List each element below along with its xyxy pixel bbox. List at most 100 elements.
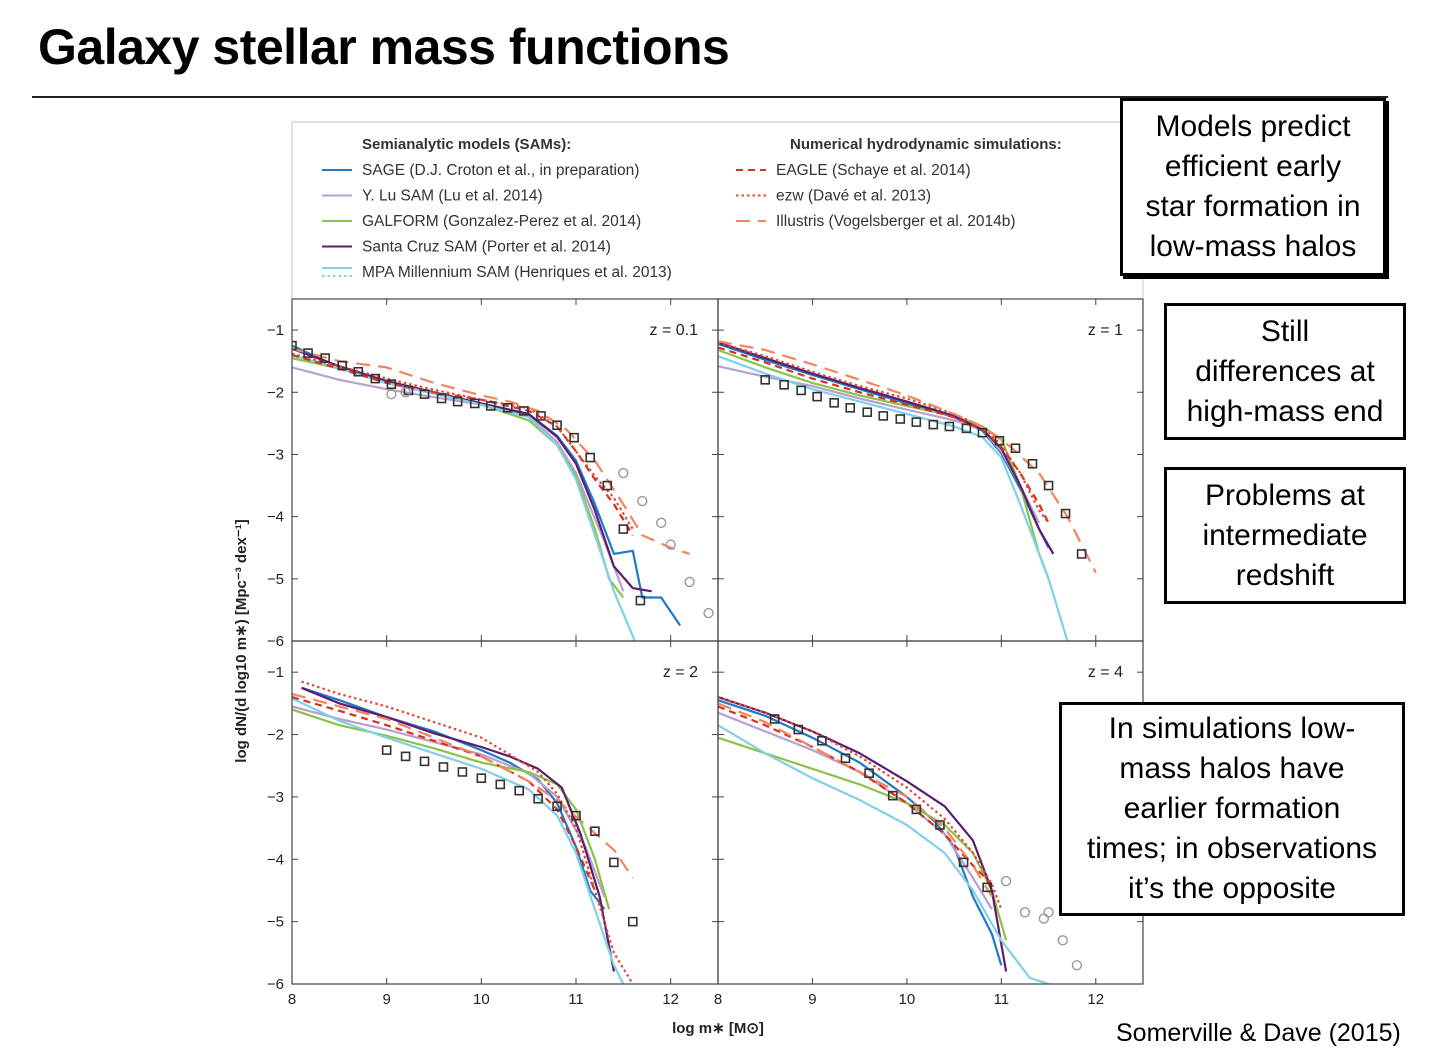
legend-label: EAGLE (Schaye et al. 2014) (776, 162, 971, 179)
series-line-lu (718, 365, 1041, 524)
obs-square (779, 380, 789, 390)
title-divider (32, 96, 1388, 98)
series-line-sage (718, 699, 1003, 966)
redshift-label: z = 1 (1088, 322, 1123, 339)
x-tick-label: 8 (714, 991, 722, 1008)
callout-high-mass-differences: Still differences at high-mass end (1164, 303, 1406, 440)
obs-square (982, 882, 992, 893)
obs-square (994, 435, 1005, 446)
slide-title: Galaxy stellar mass functions (38, 19, 730, 75)
panel-border (291, 298, 719, 642)
obs-circle (637, 495, 648, 507)
y-tick-label: −3 (267, 789, 284, 806)
obs-square (536, 411, 546, 421)
obs-square (944, 421, 955, 432)
obs-square (552, 420, 562, 431)
obs-square (585, 452, 596, 463)
series-line-mpa (292, 697, 625, 984)
obs-square (353, 366, 364, 377)
x-tick-label: 8 (288, 991, 296, 1008)
chart-legend: Semianalytic models (SAMs): Numerical hyd… (291, 121, 1144, 985)
obs-square (911, 804, 922, 815)
legend-item-lu: Y. Lu SAM (Lu et al. 2014) (322, 188, 543, 205)
obs-circle (656, 517, 667, 529)
obs-square (935, 820, 945, 830)
obs-square (569, 432, 579, 443)
panel-border (291, 640, 719, 985)
obs-square (840, 753, 851, 764)
obs-square (618, 524, 629, 534)
obs-square (977, 427, 988, 438)
series-line-santacruz (301, 686, 615, 972)
obs-square (469, 398, 480, 409)
series-line-ezw (718, 696, 1003, 910)
legend-heading-sams: Semianalytic models (SAMs): (362, 136, 571, 153)
legend-label: GALFORM (Gonzalez-Perez et al. 2014) (362, 213, 641, 230)
series-line-santacruz (292, 347, 652, 593)
obs-square (602, 480, 613, 491)
legend-item-ezw: ezw (Davé et al. 2013) (736, 188, 931, 205)
obs-square (436, 393, 447, 404)
series-line-illustris (292, 692, 634, 879)
legend-item-illustris: Illustris (Vogelsberger et al. 2014b) (736, 213, 1016, 230)
obs-square (303, 348, 313, 358)
series-line-ezw (301, 680, 634, 984)
obs-circle (1000, 875, 1012, 887)
obs-circle (1043, 907, 1054, 918)
obs-circle (703, 607, 714, 619)
obs-square (1076, 549, 1087, 559)
obs-square (292, 340, 297, 351)
y-tick-label: −6 (267, 976, 284, 993)
y-tick-label: −1 (267, 322, 284, 339)
panel-plot-area (292, 340, 718, 641)
obs-square (386, 379, 397, 389)
obs-square (419, 756, 430, 767)
series-line-galform (292, 708, 611, 910)
panel-2: z = 1 (717, 298, 1144, 642)
callout-early-star-formation: Models predict efficient early star form… (1120, 98, 1386, 276)
series-line-illustris (292, 347, 690, 555)
obs-square (370, 373, 381, 384)
obs-square (403, 385, 414, 396)
obs-square (895, 414, 906, 424)
figure-credit: Somerville & Dave (2015) (1116, 1019, 1401, 1047)
legend-item-eagle: EAGLE (Schaye et al. 2014) (736, 162, 971, 179)
x-tick-label: 10 (899, 991, 916, 1008)
series-line-eagle (718, 705, 993, 885)
x-tick-label: 9 (808, 991, 816, 1008)
x-tick-label: 11 (994, 991, 1010, 1008)
legend-item-galform: GALFORM (Gonzalez-Perez et al. 2014) (322, 213, 641, 230)
obs-circle (400, 387, 411, 398)
legend-label: SAGE (D.J. Croton et al., in preparation… (362, 162, 639, 179)
chart-panels: z = 0.1 z = 1 z = 2 z = 4 (291, 298, 1144, 985)
y-tick-label: −5 (267, 914, 284, 931)
obs-square (320, 353, 330, 363)
obs-square (961, 423, 972, 434)
series-line-lu (292, 366, 625, 592)
x-tick-label: 12 (662, 991, 679, 1008)
obs-square (337, 360, 347, 371)
obs-circle (618, 467, 629, 479)
obs-circle (1038, 913, 1050, 924)
obs-circle (1019, 907, 1031, 918)
panel-border (717, 298, 1144, 642)
obs-square (864, 768, 874, 779)
obs-square (400, 751, 411, 762)
legend-item-sage: SAGE (D.J. Croton et al., in preparation… (322, 162, 639, 179)
obs-square (878, 411, 889, 421)
obs-square (958, 857, 969, 868)
y-tick-label: −2 (267, 384, 284, 401)
y-tick-label: −6 (267, 633, 284, 650)
obs-square (1060, 508, 1071, 519)
y-tick-label: −4 (267, 851, 284, 868)
obs-square (812, 391, 822, 402)
legend-item-santacruz: Santa Cruz SAM (Porter et al. 2014) (322, 239, 611, 256)
obs-square (438, 762, 449, 772)
legend-label: ezw (Davé et al. 2013) (776, 188, 931, 205)
legend-label: MPA Millennium SAM (Henriques et al. 201… (362, 264, 672, 281)
obs-circle (665, 539, 676, 550)
obs-square (476, 773, 487, 784)
obs-square (533, 793, 543, 804)
obs-square (381, 745, 392, 755)
y-axis-title: log dN/(d log10 m∗) [Mpc⁻³ dex⁻¹] (233, 519, 250, 762)
